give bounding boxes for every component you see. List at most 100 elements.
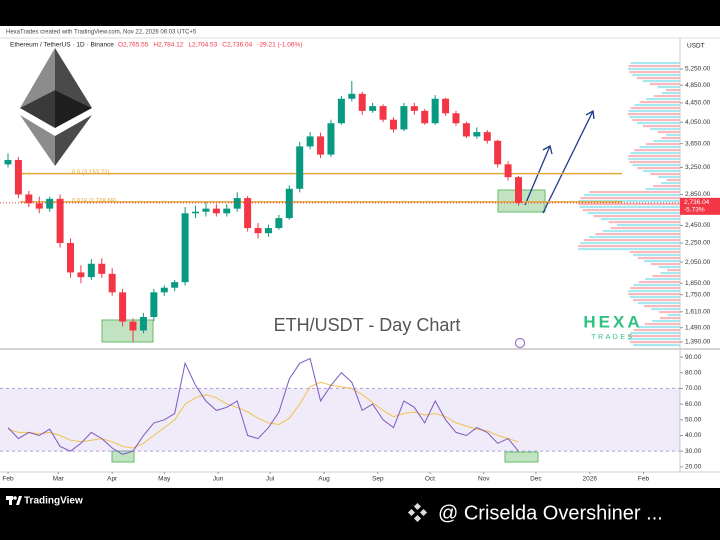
candle-body: [504, 164, 512, 178]
candle-body: [473, 132, 481, 137]
volume-profile-bar: [628, 113, 680, 116]
y-tick-label: 1,490.00: [685, 324, 711, 331]
volume-profile-bar: [579, 206, 680, 209]
volume-profile-bar: [650, 173, 680, 176]
volume-profile-bar: [616, 224, 680, 227]
volume-profile-bar: [628, 155, 680, 158]
last-price-label: 2,736.04: [684, 199, 710, 206]
volume-profile-bar: [632, 164, 680, 167]
volume-profile-bar: [645, 278, 680, 281]
candle-body: [98, 263, 106, 274]
candle-body: [442, 98, 450, 114]
x-tick-label: Jul: [266, 476, 275, 483]
y-tick-label: 4,450.00: [685, 100, 711, 107]
candle-body: [358, 93, 366, 111]
watermark-icon: [407, 502, 428, 523]
volume-profile-bar: [628, 158, 680, 161]
watermark: @ Criselda Overshiner ...: [438, 502, 663, 524]
volume-profile-bar: [588, 236, 680, 239]
volume-profile-bar: [580, 242, 680, 245]
volume-profile-bar: [610, 227, 680, 230]
volume-profile-bar: [666, 179, 680, 182]
volume-profile-bar: [595, 233, 680, 236]
x-tick-label: Sep: [372, 476, 384, 483]
volume-profile-bar: [628, 335, 680, 338]
volume-profile-bar: [660, 317, 680, 320]
volume-profile-bar: [633, 329, 680, 332]
brand-trades: TRADES: [591, 334, 634, 341]
y-tick-label: 2,250.00: [685, 240, 711, 247]
volume-profile-bar: [608, 221, 680, 224]
footer: [0, 488, 720, 540]
volume-profile-bar: [645, 143, 680, 146]
x-tick-label: Oct: [425, 476, 435, 483]
volume-profile-bar: [587, 212, 680, 215]
volume-profile-bar: [628, 65, 680, 68]
volume-profile-bar: [583, 239, 680, 242]
volume-profile-bar: [661, 137, 680, 140]
volume-profile-bar: [653, 185, 680, 188]
rsi-tick-label: 90.00: [685, 354, 702, 361]
volume-profile-bar: [667, 314, 680, 317]
volume-profile-bar: [657, 86, 680, 89]
candle-body: [421, 110, 429, 124]
volume-profile-bar: [630, 107, 680, 110]
volume-profile: [578, 62, 680, 347]
candle-body: [35, 203, 43, 209]
volume-profile-bar: [643, 170, 680, 173]
ohlc-value: C2,736.04: [222, 42, 252, 49]
volume-profile-bar: [637, 167, 680, 170]
volume-profile-bar: [632, 74, 680, 77]
volume-profile-bar: [602, 230, 680, 233]
rsi-tick-label: 60.00: [685, 401, 702, 408]
candle-body: [244, 198, 252, 229]
volume-profile-bar: [634, 149, 680, 152]
volume-profile-bar: [642, 80, 680, 83]
volume-profile-bar: [632, 119, 680, 122]
candle-body: [4, 160, 12, 165]
candle-body: [254, 228, 262, 234]
volume-profile-bar: [639, 101, 680, 104]
x-tick-label: 2026: [582, 476, 597, 483]
volume-profile-bar: [638, 326, 680, 329]
x-tick-label: Jun: [213, 476, 224, 483]
candle-body: [212, 208, 220, 214]
x-tick-label: Aug: [318, 476, 330, 483]
volume-profile-bar: [589, 191, 680, 194]
volume-profile-bar: [629, 296, 680, 299]
volume-profile-bar: [633, 344, 680, 347]
volume-profile-bar: [629, 251, 680, 254]
volume-profile-bar: [630, 332, 680, 335]
candle-body: [369, 106, 377, 111]
volume-profile-bar: [651, 308, 680, 311]
volume-profile-bar: [660, 272, 680, 275]
candle-body: [233, 198, 241, 209]
candle-body: [46, 198, 54, 209]
volume-profile-bar: [650, 263, 680, 266]
y-tick-label: 1,390.00: [685, 339, 711, 346]
candle-body: [285, 188, 293, 219]
volume-profile-bar: [578, 203, 680, 206]
ohlc-value: L2,704.53: [188, 42, 217, 49]
y-tick-label: 1,750.00: [685, 291, 711, 298]
projection-arrows: [524, 109, 595, 214]
candle-body: [400, 106, 408, 130]
candle-body: [25, 194, 33, 204]
highlight-box: [111, 450, 135, 463]
candle-body: [452, 113, 460, 124]
candle-body: [264, 228, 272, 234]
volume-profile-bar: [637, 122, 680, 125]
candle-body: [67, 243, 75, 273]
volume-profile-bar: [653, 140, 680, 143]
candle-body: [337, 98, 345, 124]
rsi-tick-label: 30.00: [685, 448, 702, 455]
volume-profile-bar: [578, 200, 680, 203]
candle-body: [192, 211, 200, 214]
volume-profile-bar: [665, 89, 680, 92]
x-tick-label: Feb: [2, 476, 14, 483]
volume-profile-bar: [629, 71, 680, 74]
rsi-line: [7, 357, 519, 455]
tradingview-logo: [6, 496, 22, 505]
ohlc-value: -29.21 (-1.06%): [257, 42, 302, 49]
